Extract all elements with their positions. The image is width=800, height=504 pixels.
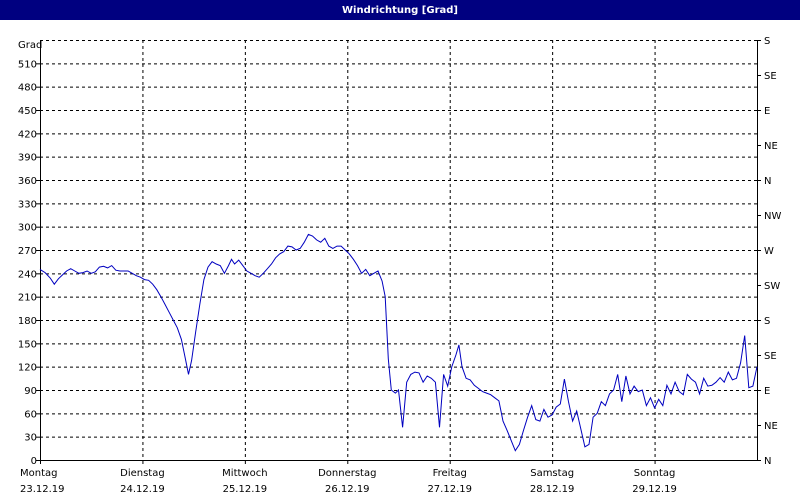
x-tick-label-date: 29.12.19 bbox=[632, 484, 677, 495]
x-tick-label-day: Sonntag bbox=[634, 468, 676, 479]
chart-area: 0 30 60 90 120 150 180 210 240 270 300 330 360 390 420… bbox=[0, 20, 800, 500]
compass-label: NE bbox=[764, 141, 778, 152]
x-tick-label-date: 28.12.19 bbox=[530, 484, 575, 495]
x-tick-label-date: 26.12.19 bbox=[325, 484, 370, 495]
y-tick-label: 300 bbox=[18, 223, 37, 234]
compass-label: SE bbox=[764, 351, 777, 362]
y-tick-label: 90 bbox=[24, 386, 37, 397]
compass-label: S bbox=[764, 36, 770, 47]
x-tick-label-day: Samstag bbox=[530, 468, 574, 479]
y-tick-label: 30 bbox=[24, 433, 37, 444]
x-tick-label-day: Mittwoch bbox=[222, 468, 267, 479]
y-tick-label: 360 bbox=[18, 176, 37, 187]
x-tick-label-day: Dienstag bbox=[120, 468, 165, 479]
x-tick-label-day: Freitag bbox=[433, 468, 467, 479]
y-tick-label: 450 bbox=[18, 106, 37, 117]
compass-label: NE bbox=[764, 421, 778, 432]
x-tick-label-date: 23.12.19 bbox=[20, 484, 65, 495]
x-tick-label-day: Donnerstag bbox=[318, 468, 376, 479]
compass-label: N bbox=[764, 456, 771, 467]
x-tick-label-day: Montag bbox=[20, 468, 57, 479]
y-tick-label: 240 bbox=[18, 269, 37, 280]
y-tick-label: 120 bbox=[18, 363, 37, 374]
compass-label: E bbox=[764, 106, 770, 117]
x-tick-label-date: 25.12.19 bbox=[223, 484, 268, 495]
y-tick-label: 0 bbox=[31, 456, 37, 467]
y-tick-label: 270 bbox=[18, 246, 37, 257]
x-tick-label-date: 24.12.19 bbox=[120, 484, 165, 495]
y-axis-label: Grad bbox=[18, 40, 42, 51]
wind-direction-chart: 0 30 60 90 120 150 180 210 240 270 300 330 360 390 420… bbox=[18, 36, 782, 495]
y-tick-label: 150 bbox=[18, 339, 37, 350]
y-tick-label: 420 bbox=[18, 129, 37, 140]
x-tick-label-date: 27.12.19 bbox=[427, 484, 472, 495]
compass-label: W bbox=[764, 246, 774, 257]
compass-label: NW bbox=[764, 211, 781, 222]
compass-label: SW bbox=[764, 281, 780, 292]
compass-label: SE bbox=[764, 71, 777, 82]
y-tick-label: 330 bbox=[18, 199, 37, 210]
compass-label: S bbox=[764, 316, 770, 327]
y-tick-label: 390 bbox=[18, 153, 37, 164]
y-tick-label: 210 bbox=[18, 293, 37, 304]
y-tick-label: 480 bbox=[18, 83, 37, 94]
compass-label: E bbox=[764, 386, 770, 397]
compass-label: N bbox=[764, 176, 771, 187]
y-tick-label: 510 bbox=[18, 59, 37, 70]
series-line bbox=[39, 233, 758, 452]
y-tick-label: 60 bbox=[24, 409, 37, 420]
y-tick-label: 180 bbox=[18, 316, 37, 327]
chart-title: Windrichtung [Grad] bbox=[0, 0, 800, 20]
